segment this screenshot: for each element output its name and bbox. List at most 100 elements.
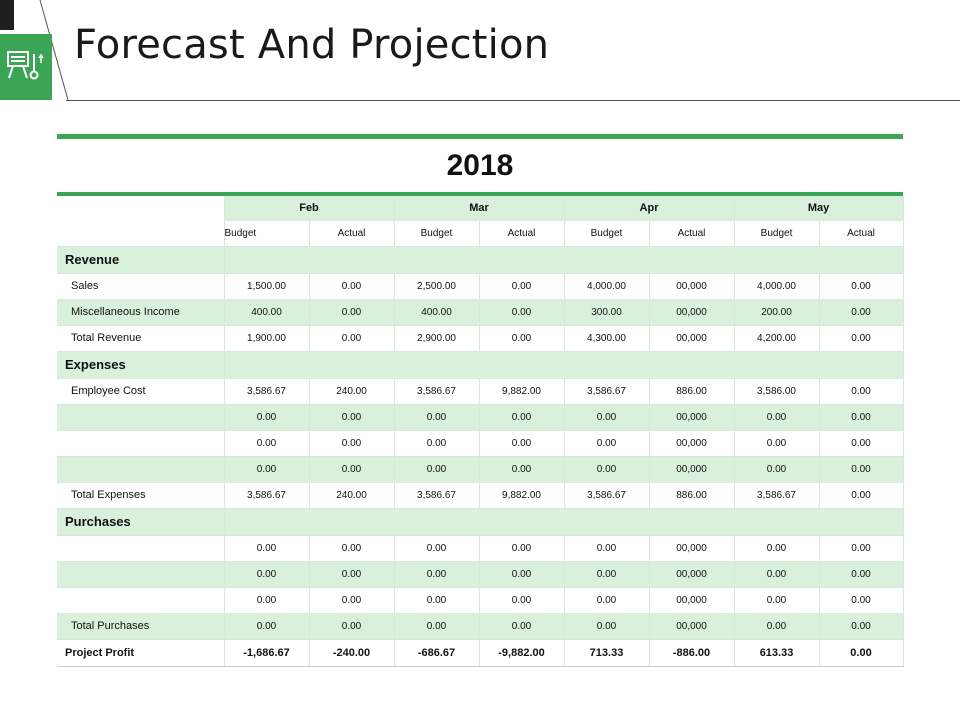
header-decoration (39, 0, 69, 101)
table-cell: 00,000 (649, 456, 735, 483)
profit-cell: -886.00 (649, 639, 735, 667)
table-cell: 0.00 (564, 430, 650, 457)
month-header: Feb (224, 196, 395, 221)
row-label (57, 587, 225, 614)
subheader-cell: Actual (309, 220, 395, 247)
table-cell: 0.00 (819, 299, 904, 326)
table-cell: 0.00 (819, 378, 904, 405)
section-filler (224, 351, 904, 379)
table-cell: 0.00 (564, 404, 650, 431)
table-row: 0.00 0.00 0.00 0.00 0.00 00,000 0.00 0.00 (57, 535, 904, 562)
table-cell: 00,000 (649, 561, 735, 588)
table-cell: 0.00 (224, 456, 310, 483)
profit-cell: -9,882.00 (479, 639, 565, 667)
table-cell: 0.00 (309, 430, 395, 457)
table-cell: 00,000 (649, 325, 735, 352)
table-cell: 4,200.00 (734, 325, 820, 352)
table-cell: 0.00 (479, 561, 565, 588)
month-header: Mar (394, 196, 565, 221)
table-cell: 0.00 (394, 561, 480, 588)
forecast-table: Feb Mar Apr May Budget Actual Budget Actual Budg… (57, 196, 904, 667)
table-cell: 0.00 (564, 561, 650, 588)
table-cell: 0.00 (394, 430, 480, 457)
row-label: Employee Cost (57, 378, 225, 405)
table-cell: 0.00 (479, 430, 565, 457)
table-cell: 0.00 (734, 404, 820, 431)
table-cell: 0.00 (224, 613, 310, 640)
table-cell: 0.00 (819, 430, 904, 457)
month-header-row: Feb Mar Apr May (57, 196, 904, 247)
table-row: 0.00 0.00 0.00 0.00 0.00 00,000 0.00 0.00 (57, 404, 904, 431)
table-cell: 0.00 (819, 535, 904, 562)
table-cell: 0.00 (479, 613, 565, 640)
table-cell: 0.00 (734, 456, 820, 483)
table-row: Total Purchases 0.00 0.00 0.00 0.00 0.00 00,00… (57, 613, 904, 640)
subheader-cell: Budget (734, 220, 820, 247)
header-corner-cell (57, 196, 225, 247)
table-cell: 0.00 (819, 613, 904, 640)
table-cell: 1,500.00 (224, 273, 310, 300)
table-cell: 0.00 (819, 404, 904, 431)
table-cell: 0.00 (564, 535, 650, 562)
table-cell: 0.00 (734, 587, 820, 614)
table-cell: 00,000 (649, 587, 735, 614)
profit-cell: -1,686.67 (224, 639, 310, 667)
table-cell: 00,000 (649, 613, 735, 640)
table-cell: 3,586.67 (564, 482, 650, 509)
table-cell: 3,586.00 (734, 378, 820, 405)
table-cell: 2,500.00 (394, 273, 480, 300)
table-cell: 300.00 (564, 299, 650, 326)
month-header: May (734, 196, 904, 221)
table-cell: 400.00 (224, 299, 310, 326)
profit-row: Project Profit -1,686.67 -240.00 -686.67 -9,… (57, 639, 904, 667)
table-cell: 3,586.67 (224, 482, 310, 509)
section-row: Purchases (57, 508, 904, 536)
table-cell: 0.00 (309, 561, 395, 588)
table-cell: 4,000.00 (564, 273, 650, 300)
table-cell: 4,000.00 (734, 273, 820, 300)
table-cell: 0.00 (394, 456, 480, 483)
table-row: Miscellaneous Income 400.00 0.00 400.00 0.00… (57, 299, 904, 326)
presentation-board-icon (7, 51, 44, 80)
table-row: Total Revenue 1,900.00 0.00 2,900.00 0.00 4,3… (57, 325, 904, 352)
table-cell: 0.00 (309, 325, 395, 352)
table-cell: 0.00 (479, 273, 565, 300)
row-label: Miscellaneous Income (57, 299, 225, 326)
table-cell: 3,586.67 (734, 482, 820, 509)
table-cell: 0.00 (224, 587, 310, 614)
table-cell: 0.00 (819, 273, 904, 300)
table-row: 0.00 0.00 0.00 0.00 0.00 00,000 0.00 0.00 (57, 430, 904, 457)
title-divider (66, 100, 960, 101)
table-cell: 00,000 (649, 535, 735, 562)
table-row: 0.00 0.00 0.00 0.00 0.00 00,000 0.00 0.00 (57, 561, 904, 588)
table-cell: 0.00 (309, 273, 395, 300)
table-cell: 0.00 (394, 404, 480, 431)
subheader-row: Budget Actual Budget Actual Budget Actual Budg… (57, 220, 904, 247)
forecast-table-container: 2018 Feb Mar Apr May Budget Actual Budget Actua… (57, 134, 904, 667)
table-cell: 00,000 (649, 404, 735, 431)
subheader-cell: Budget (224, 220, 310, 247)
subheader-cell: Actual (479, 220, 565, 247)
row-label: Total Expenses (57, 482, 225, 509)
table-cell: 0.00 (479, 456, 565, 483)
subheader-cell: Budget (564, 220, 650, 247)
table-cell: 0.00 (479, 325, 565, 352)
table-cell: 0.00 (734, 613, 820, 640)
table-cell: 0.00 (309, 404, 395, 431)
table-cell: 200.00 (734, 299, 820, 326)
subheader-cell: Actual (819, 220, 904, 247)
table-cell: 0.00 (819, 587, 904, 614)
table-cell: 0.00 (734, 535, 820, 562)
header-badge (0, 34, 52, 100)
section-filler (224, 508, 904, 536)
table-cell: 0.00 (309, 299, 395, 326)
profit-cell: 0.00 (819, 639, 904, 667)
table-cell: 0.00 (734, 561, 820, 588)
table-row: Total Expenses 3,586.67 240.00 3,586.67 9,88… (57, 482, 904, 509)
table-cell: 0.00 (224, 430, 310, 457)
table-cell: 0.00 (309, 587, 395, 614)
subheader-cell: Actual (649, 220, 735, 247)
table-cell: 0.00 (819, 482, 904, 509)
table-cell: 0.00 (564, 613, 650, 640)
table-cell: 0.00 (819, 325, 904, 352)
